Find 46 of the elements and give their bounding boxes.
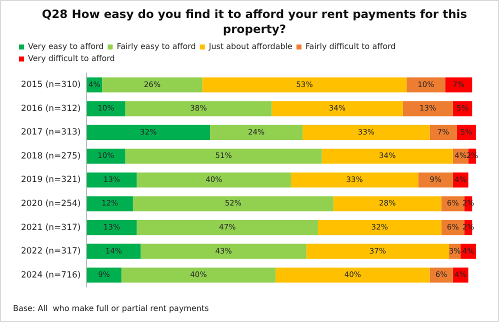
bar — [333, 196, 442, 212]
bar — [86, 244, 141, 259]
y-tick-label: 2022 (n=317) — [20, 246, 81, 257]
legend-label: Very easy to afford — [28, 42, 104, 52]
bar — [136, 172, 291, 188]
legend-label: Fairly difficult to afford — [305, 42, 396, 52]
text: Base: All who make full or partial rent payments — [13, 304, 209, 313]
y-tick-label: 2017 (n=313) — [20, 128, 81, 138]
chart-title: Q28 How easy do you find it to afford your rent payments for this property? — [41, 7, 468, 37]
bar — [125, 101, 272, 116]
bar — [132, 196, 334, 212]
y-tick-label: 2021 (n=317) — [20, 222, 81, 233]
y-tick-label: 2019 (n=321) — [20, 175, 81, 186]
bar — [210, 124, 303, 140]
bar — [406, 77, 446, 92]
y-tick-label: 2024 (n=716) — [20, 270, 81, 280]
bar — [102, 77, 202, 92]
bar — [322, 148, 453, 164]
bar — [402, 101, 453, 116]
y-tick-label: 2015 (n=310) — [20, 80, 81, 90]
bar — [86, 196, 133, 212]
bar — [272, 101, 403, 116]
bar — [86, 124, 210, 140]
bar — [86, 220, 137, 236]
bar — [202, 77, 407, 92]
bar — [86, 268, 122, 283]
legend-label: Fairly easy to afford — [116, 42, 196, 52]
bar — [125, 148, 322, 164]
legend-label: Just about affordable — [208, 42, 293, 52]
bar — [136, 220, 318, 236]
bar — [86, 172, 137, 188]
legend-label: Very difficult to afford — [28, 54, 115, 64]
bar — [445, 77, 472, 92]
bar — [430, 124, 457, 140]
bar — [290, 172, 418, 188]
bar — [121, 268, 276, 283]
y-tick-label: 2020 (n=254) — [20, 198, 81, 209]
bar — [140, 244, 306, 259]
bar — [318, 220, 442, 236]
y-tick-label: 2016 (n=312) — [20, 104, 81, 114]
bar — [276, 268, 430, 283]
bar — [86, 148, 126, 164]
bar — [302, 124, 430, 140]
bar — [418, 172, 453, 188]
bar — [306, 244, 450, 259]
y-tick-label: 2018 (n=275) — [20, 151, 81, 162]
